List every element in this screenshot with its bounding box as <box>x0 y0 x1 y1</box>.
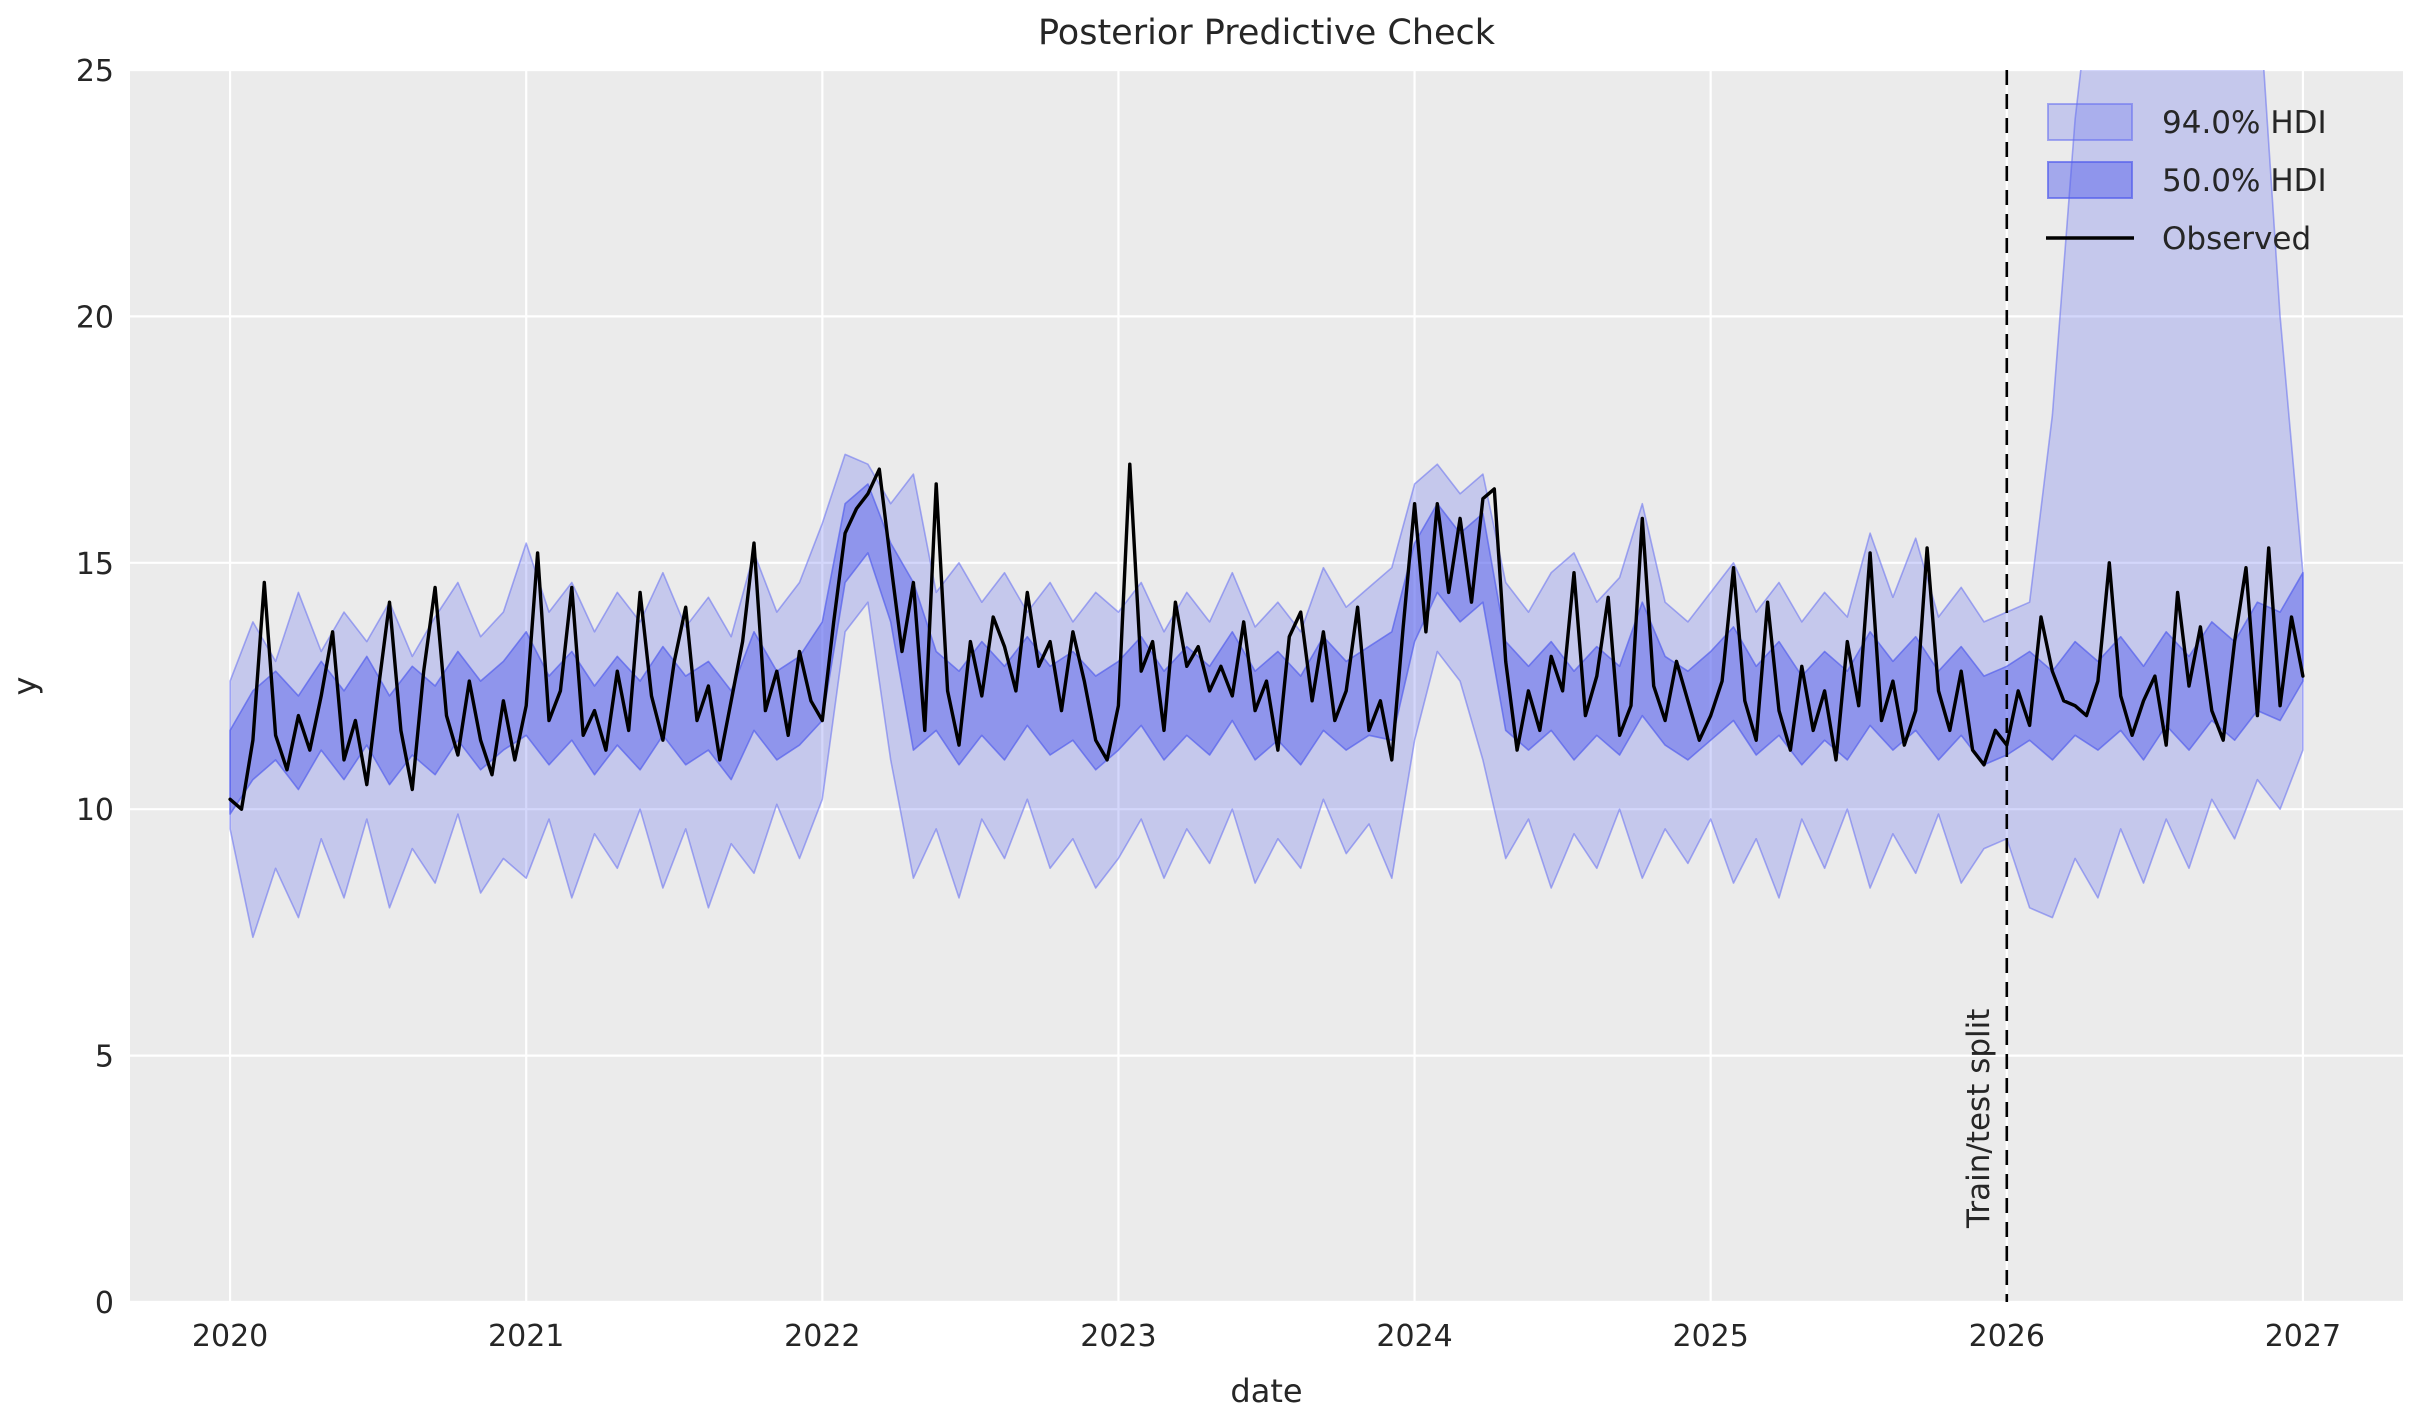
x-tick-label: 2027 <box>2265 1319 2341 1354</box>
y-tick-label: 10 <box>76 793 114 828</box>
x-tick-label: 2026 <box>1969 1319 2045 1354</box>
x-tick-label: 2023 <box>1080 1319 1156 1354</box>
gridlines <box>130 68 2403 1304</box>
train-test-split-label: Train/test split <box>1961 1009 1997 1229</box>
legend-label: 50.0% HDI <box>2162 163 2327 199</box>
x-tick-label: 2022 <box>784 1319 860 1354</box>
y-tick-label: 20 <box>76 300 114 335</box>
hdi-94-band <box>229 70 2304 939</box>
x-tick-label: 2025 <box>1672 1319 1748 1354</box>
chart-title: Posterior Predictive Check <box>1038 13 1496 53</box>
x-tick-label: 2020 <box>192 1319 268 1354</box>
observed-line <box>228 462 2305 811</box>
y-tick-label: 25 <box>76 54 114 89</box>
y-axis-label: y <box>6 677 44 696</box>
x-tick-label: 2021 <box>488 1319 564 1354</box>
legend-label: Observed <box>2162 221 2311 257</box>
legend-swatch-hdi50 <box>2047 161 2133 199</box>
data-layer <box>228 70 2305 939</box>
x-tick-label: 2024 <box>1376 1319 1452 1354</box>
legend-swatch-hdi94 <box>2047 103 2133 141</box>
y-tick-label: 15 <box>76 547 114 582</box>
legend: 94.0% HDI 50.0% HDI Observed <box>2046 103 2327 257</box>
x-axis-label: date <box>1230 1372 1302 1410</box>
tick-labels: 2020 2021 2022 2023 2024 2025 2026 202705101520… <box>76 54 2341 1354</box>
y-tick-label: 0 <box>95 1286 114 1321</box>
y-tick-label: 5 <box>95 1040 114 1075</box>
legend-label: 94.0% HDI <box>2162 105 2327 141</box>
